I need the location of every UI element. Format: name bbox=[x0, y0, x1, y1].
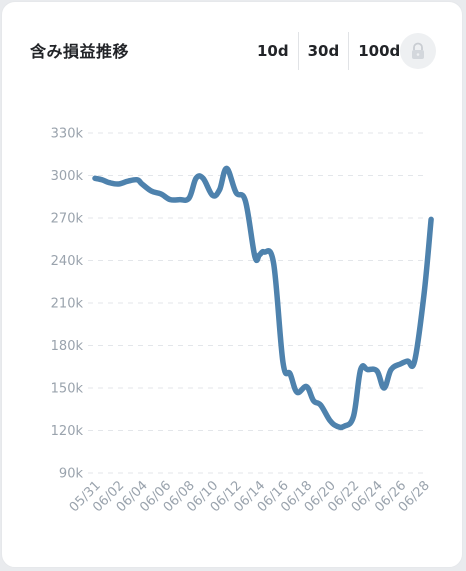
y-tick-label: 120k bbox=[51, 424, 84, 439]
lock-icon bbox=[410, 42, 426, 60]
lock-button[interactable] bbox=[400, 33, 436, 69]
y-tick-label: 210k bbox=[51, 297, 84, 312]
range-divider bbox=[348, 32, 350, 70]
y-tick-label: 90k bbox=[59, 467, 84, 482]
range-100d-button[interactable]: 100d bbox=[358, 42, 401, 60]
range-30d-button[interactable]: 30d bbox=[307, 42, 340, 60]
y-tick-label: 180k bbox=[51, 339, 84, 354]
card-title: 含み損益推移 bbox=[30, 42, 130, 61]
y-tick-label: 270k bbox=[51, 212, 84, 227]
range-divider bbox=[297, 32, 299, 70]
y-tick-label: 330k bbox=[51, 127, 84, 142]
y-tick-label: 300k bbox=[51, 169, 84, 184]
y-tick-label: 240k bbox=[51, 254, 84, 269]
range-selector: 10d 30d 100d bbox=[248, 32, 409, 70]
y-tick-label: 150k bbox=[51, 382, 84, 397]
pnl-series-line bbox=[92, 165, 434, 431]
range-10d-button[interactable]: 10d bbox=[257, 42, 289, 60]
